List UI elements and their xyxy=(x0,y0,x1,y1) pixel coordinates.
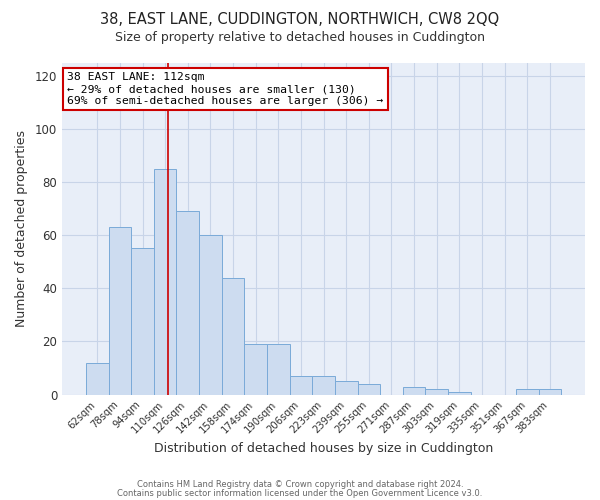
Text: Contains public sector information licensed under the Open Government Licence v3: Contains public sector information licen… xyxy=(118,488,482,498)
Bar xyxy=(335,382,358,394)
Bar xyxy=(267,344,290,395)
X-axis label: Distribution of detached houses by size in Cuddington: Distribution of detached houses by size … xyxy=(154,442,493,455)
Bar xyxy=(199,235,222,394)
Bar xyxy=(244,344,267,395)
Text: 38 EAST LANE: 112sqm
← 29% of detached houses are smaller (130)
69% of semi-deta: 38 EAST LANE: 112sqm ← 29% of detached h… xyxy=(67,72,383,106)
Bar xyxy=(425,390,448,394)
Bar xyxy=(290,376,312,394)
Bar xyxy=(176,212,199,394)
Bar xyxy=(86,362,109,394)
Y-axis label: Number of detached properties: Number of detached properties xyxy=(15,130,28,327)
Bar xyxy=(312,376,335,394)
Bar xyxy=(222,278,244,394)
Bar xyxy=(358,384,380,394)
Text: Contains HM Land Registry data © Crown copyright and database right 2024.: Contains HM Land Registry data © Crown c… xyxy=(137,480,463,489)
Text: Size of property relative to detached houses in Cuddington: Size of property relative to detached ho… xyxy=(115,31,485,44)
Text: 38, EAST LANE, CUDDINGTON, NORTHWICH, CW8 2QQ: 38, EAST LANE, CUDDINGTON, NORTHWICH, CW… xyxy=(100,12,500,28)
Bar xyxy=(539,390,561,394)
Bar xyxy=(131,248,154,394)
Bar xyxy=(403,386,425,394)
Bar xyxy=(154,169,176,394)
Bar xyxy=(516,390,539,394)
Bar xyxy=(109,227,131,394)
Bar xyxy=(448,392,471,394)
